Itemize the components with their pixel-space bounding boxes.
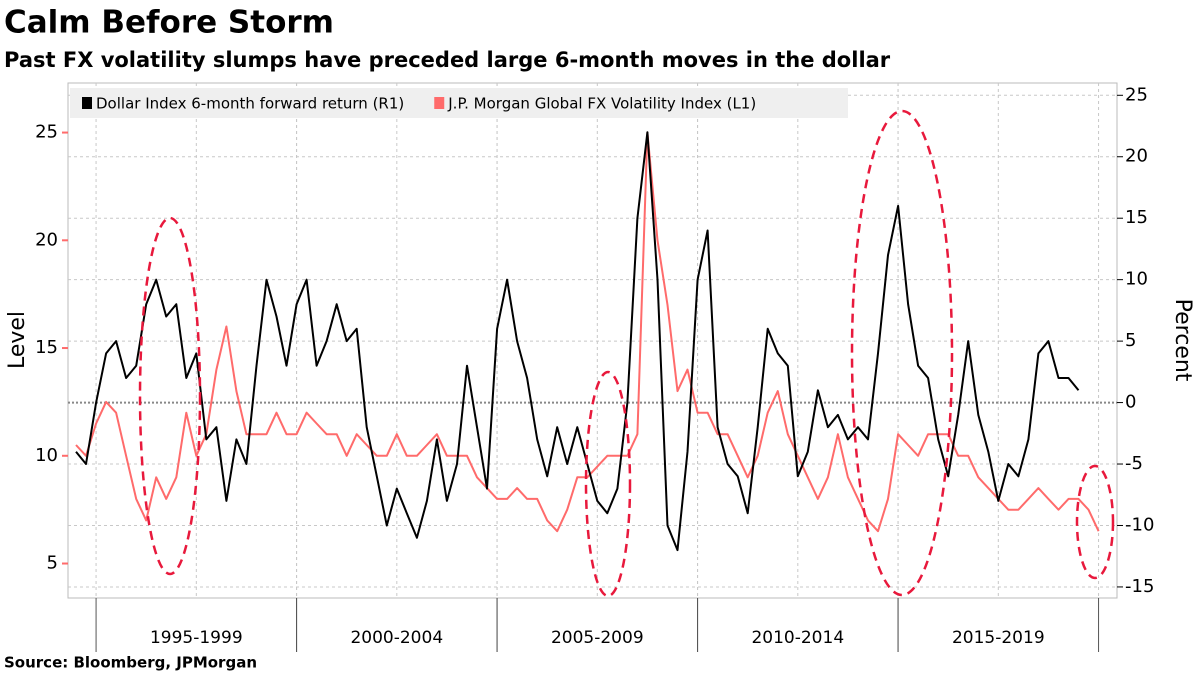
plot-area: 1995-1999 2000-2004 2005-2009 2010-2014 2015…	[35, 82, 1154, 652]
source: Source: Bloomberg, JPMorgan	[4, 654, 257, 672]
legend-swatch	[434, 97, 445, 109]
highlight-ellipse	[1075, 464, 1115, 580]
legend: Dollar Index 6-month forward return (R1)…	[70, 88, 848, 118]
y-tick-label: 25	[35, 122, 58, 143]
y2-tick-label: -15	[1125, 576, 1154, 597]
x-tick-label: 2005-2009	[551, 628, 644, 648]
y2-tick-label: 0	[1125, 392, 1136, 413]
y2-tick-label: 5	[1125, 330, 1136, 351]
chart-title: Calm Before Storm	[4, 5, 334, 41]
x-tick-label: 2015-2019	[952, 628, 1045, 648]
y-tick-label: 20	[35, 229, 58, 250]
chart-subtitle: Past FX volatility slumps have preceded …	[4, 48, 891, 72]
y-tick-label: 15	[35, 337, 58, 358]
x-tick-label: 1995-1999	[150, 628, 243, 648]
annotations	[138, 109, 1115, 598]
y-tick-label: 5	[47, 553, 58, 574]
legend-swatch	[82, 97, 92, 109]
y2-tick-label: 10	[1125, 269, 1148, 290]
highlight-ellipse	[138, 216, 202, 576]
plot-frame	[67, 82, 1118, 599]
x-tick-label: 2010-2014	[751, 628, 844, 648]
y2-tick-label: 25	[1125, 84, 1148, 105]
series-line	[75, 131, 1100, 533]
y-tick-label: 10	[35, 445, 58, 466]
y2-tick-label: -5	[1125, 453, 1143, 474]
x-tick-label: 2000-2004	[350, 628, 443, 648]
y-axis-label: Level	[5, 311, 30, 369]
y2-tick-label: 15	[1125, 207, 1148, 228]
highlight-ellipse	[584, 370, 632, 598]
legend-label: Dollar Index 6-month forward return (R1)	[96, 95, 404, 113]
legend-box	[70, 88, 848, 118]
y2-tick-label: -10	[1125, 514, 1154, 535]
y2-axis-label: Percent	[1170, 299, 1195, 382]
legend-label: J.P. Morgan Global FX Volatility Index (…	[447, 95, 756, 113]
series-line	[75, 131, 1080, 552]
y2-tick-label: 20	[1125, 146, 1148, 167]
highlight-ellipse	[850, 109, 954, 597]
